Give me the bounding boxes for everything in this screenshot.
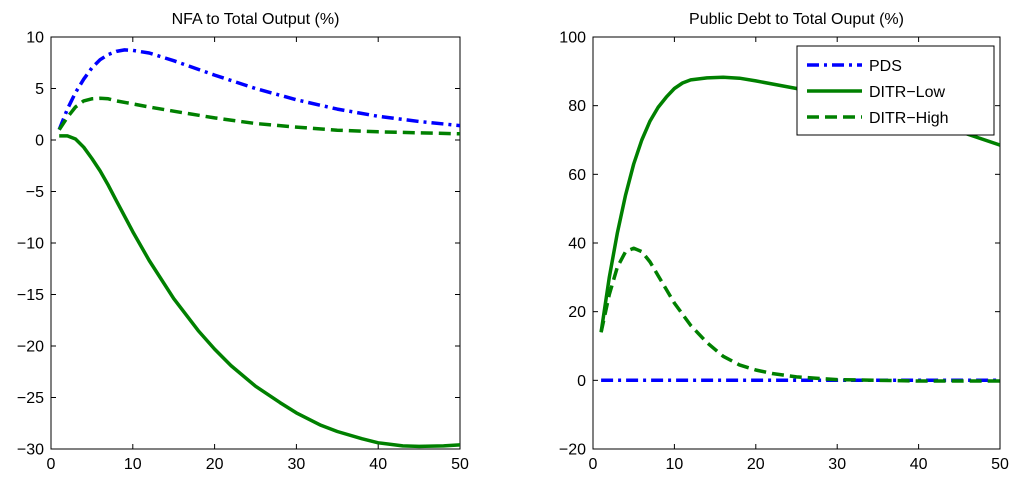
legend-label: DITR−High (869, 110, 949, 127)
y-tick-label: −20 (17, 339, 44, 356)
chart-public-debt: Public Debt to Total Ouput (%) 0 10 20 30 40 5… (559, 11, 1009, 473)
series-line-ditr-high (57, 96, 460, 136)
y-tick-label: 80 (568, 98, 586, 115)
y-tick-label: 5 (35, 81, 44, 98)
y-tick-label: 20 (568, 304, 586, 321)
y-tick-label: −30 (17, 442, 44, 459)
y-tick-label: 10 (26, 30, 44, 47)
y-tick-label: −5 (26, 184, 44, 201)
x-tick-label: 40 (369, 456, 387, 473)
legend-label: PDS (869, 58, 902, 75)
x-tick-label: 50 (991, 456, 1009, 473)
chart-title: Public Debt to Total Ouput (%) (689, 11, 904, 28)
x-tick-label: 10 (124, 456, 142, 473)
x-tick-label: 10 (666, 456, 684, 473)
x-tick-label: 40 (910, 456, 928, 473)
legend-label: DITR−Low (869, 84, 945, 101)
y-tick-label: 40 (568, 236, 586, 253)
x-tick-label: 50 (451, 456, 469, 473)
x-tick-label: 0 (47, 456, 56, 473)
series-line-ditr-low (59, 134, 460, 449)
series-line-pds (57, 48, 460, 131)
y-tick-label: −10 (17, 236, 44, 253)
x-tick-label: 20 (206, 456, 224, 473)
x-tick-label: 30 (828, 456, 846, 473)
y-tick-label: −20 (559, 442, 586, 459)
series-line-ditr-high (599, 246, 1000, 383)
x-tick-label: 30 (288, 456, 306, 473)
y-tick-label: 100 (559, 30, 586, 47)
x-tick-label: 0 (589, 456, 598, 473)
chart-nfa: NFA to Total Output (%)0 10 20 30 40 501050−5… (17, 11, 469, 473)
y-tick-label: −15 (17, 287, 44, 304)
y-tick-label: 0 (35, 133, 44, 150)
y-tick-label: 60 (568, 167, 586, 184)
y-tick-label: −25 (17, 390, 44, 407)
chart-title: NFA to Total Output (%) (172, 11, 340, 28)
x-tick-label: 20 (747, 456, 765, 473)
y-tick-label: 0 (577, 373, 586, 390)
